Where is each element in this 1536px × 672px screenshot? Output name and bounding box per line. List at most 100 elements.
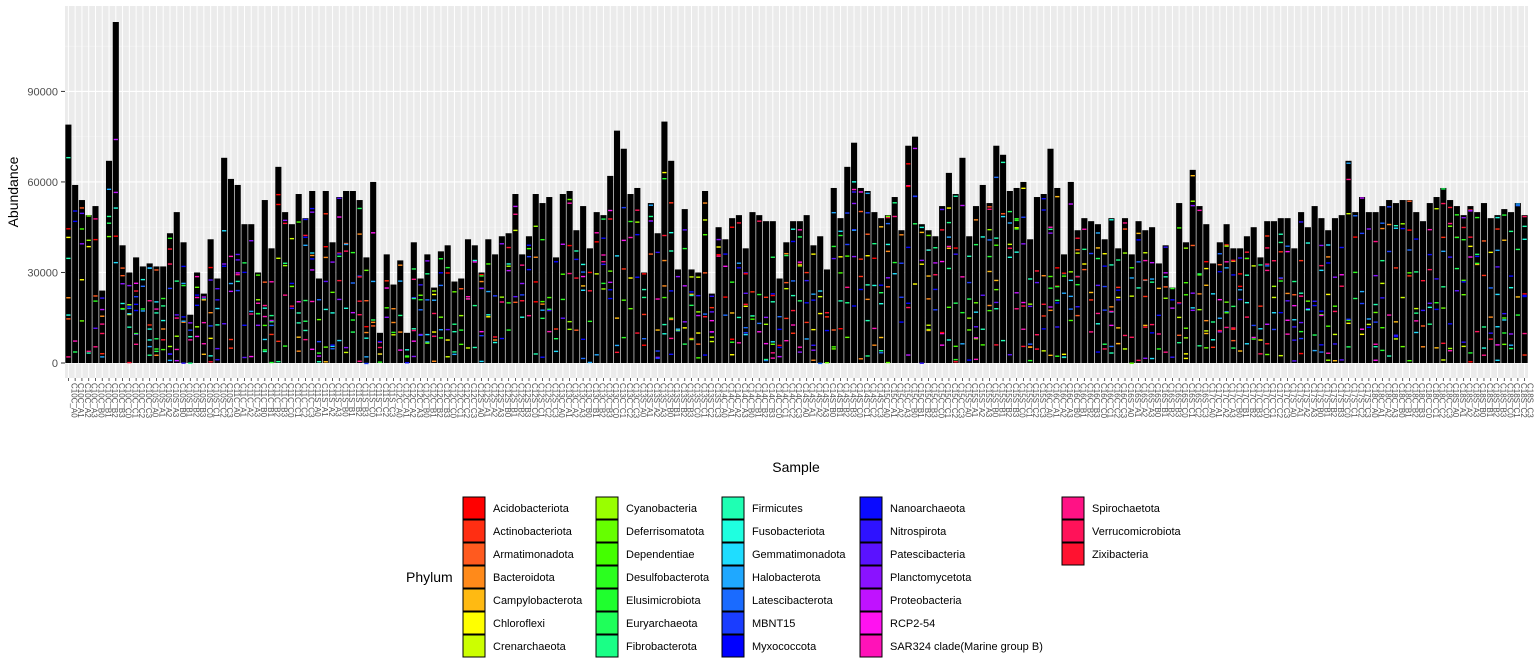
phylum-segment bbox=[445, 339, 450, 341]
legend-item: Halobacterota bbox=[721, 565, 821, 589]
phylum-segment bbox=[777, 344, 782, 347]
phylum-segment bbox=[804, 338, 809, 340]
x-tick-label: C12S_B1 bbox=[510, 383, 519, 418]
sample-bar bbox=[559, 194, 566, 363]
phylum-segment bbox=[445, 328, 450, 331]
phylum-segment bbox=[418, 309, 423, 311]
x-tick-label: C17S_B2 bbox=[1329, 383, 1338, 418]
phylum-segment bbox=[601, 282, 606, 285]
phylum-segment bbox=[1224, 261, 1229, 263]
phylum-segment bbox=[614, 351, 620, 354]
phylum-segment bbox=[1041, 328, 1046, 330]
phylum-segment bbox=[1116, 259, 1121, 261]
phylum-segment bbox=[1488, 251, 1493, 254]
bar-total bbox=[519, 254, 526, 363]
bar-total bbox=[1487, 218, 1494, 363]
phylum-segment bbox=[709, 319, 714, 322]
sample-bar bbox=[444, 245, 451, 363]
x-tick-label: C12C_A2 bbox=[408, 383, 417, 418]
bar-total bbox=[146, 263, 153, 363]
phylum-segment bbox=[994, 288, 999, 291]
phylum-segment bbox=[262, 315, 267, 318]
sample-bar bbox=[525, 236, 533, 363]
legend-label: Campylobacterota bbox=[493, 595, 583, 607]
phylum-segment bbox=[1143, 295, 1148, 298]
phylum-segment bbox=[1041, 275, 1046, 277]
phylum-segment bbox=[255, 302, 261, 304]
phylum-segment bbox=[222, 263, 227, 265]
phylum-segment bbox=[1414, 271, 1419, 273]
phylum-segment bbox=[1285, 245, 1290, 247]
legend-label: MBNT15 bbox=[752, 618, 795, 630]
phylum-segment bbox=[1217, 263, 1222, 266]
phylum-segment bbox=[1319, 313, 1324, 316]
phylum-segment bbox=[377, 341, 383, 344]
legend-item: Euryarchaeota bbox=[595, 611, 698, 635]
sample-bar bbox=[315, 278, 323, 363]
phylum-segment bbox=[1136, 232, 1141, 235]
bar-total bbox=[1419, 221, 1427, 363]
phylum-segment bbox=[696, 314, 701, 317]
bar-total bbox=[1210, 263, 1217, 363]
bar-total bbox=[1447, 200, 1454, 363]
bar-total bbox=[884, 215, 891, 363]
phylum-segment bbox=[526, 255, 532, 258]
bar-total bbox=[1406, 200, 1413, 363]
x-tick-label: C18C_B0 bbox=[1397, 383, 1406, 418]
phylum-segment bbox=[1285, 250, 1290, 253]
legend-item: Crenarchaeota bbox=[462, 634, 567, 658]
legend-swatch bbox=[721, 565, 745, 589]
x-tick-label: C16S_B3 bbox=[1173, 383, 1182, 418]
phylum-segment bbox=[865, 355, 870, 357]
sample-bar bbox=[837, 218, 844, 363]
legend-item: Actinobacteriota bbox=[462, 519, 573, 543]
phylum-segment bbox=[939, 260, 945, 263]
phylum-segment bbox=[282, 262, 288, 264]
bar-total bbox=[580, 206, 587, 363]
phylum-segment bbox=[662, 234, 667, 237]
phylum-segment bbox=[797, 229, 803, 231]
phylum-segment bbox=[790, 228, 796, 230]
x-tick-label: C15C_A3 bbox=[902, 383, 911, 418]
phylum-segment bbox=[1359, 302, 1365, 305]
phylum-segment bbox=[391, 334, 396, 336]
phylum-segment bbox=[323, 213, 328, 215]
x-tick-label: C13S_B1 bbox=[672, 383, 681, 418]
phylum-segment bbox=[113, 261, 118, 264]
bar-total bbox=[288, 224, 295, 363]
phylum-segment bbox=[1068, 308, 1073, 310]
sample-bar bbox=[918, 224, 925, 364]
x-tick-label: C11S_A0 bbox=[313, 383, 322, 417]
phylum-segment bbox=[147, 339, 152, 341]
phylum-segment bbox=[1075, 237, 1080, 239]
sample-bar bbox=[397, 260, 404, 363]
phylum-segment bbox=[885, 216, 891, 219]
phylum-segment bbox=[222, 323, 227, 325]
phylum-segment bbox=[1339, 246, 1344, 249]
phylum-segment bbox=[1231, 327, 1236, 329]
phylum-segment bbox=[1495, 216, 1500, 219]
phylum-segment bbox=[1109, 352, 1114, 354]
sample-bar bbox=[153, 266, 160, 363]
x-tick-label: C11C_B1 bbox=[266, 383, 275, 418]
sample-bar bbox=[288, 224, 295, 363]
phylum-segment bbox=[1238, 289, 1243, 291]
x-tick-label: C11S_B2 bbox=[354, 383, 363, 417]
phylum-segment bbox=[1427, 306, 1432, 309]
x-tick-label: C16C_B1 bbox=[1079, 383, 1088, 418]
x-tick-label: C11C_B3 bbox=[279, 383, 288, 418]
phylum-segment bbox=[655, 298, 660, 300]
legend-swatch bbox=[595, 611, 619, 635]
phylum-segment bbox=[770, 256, 775, 258]
bar-total bbox=[1386, 200, 1393, 363]
sample-bar bbox=[925, 230, 932, 363]
phylum-segment bbox=[1251, 338, 1256, 340]
x-tick-label: C12C_A1 bbox=[401, 383, 410, 418]
bar-total bbox=[275, 166, 282, 363]
phylum-segment bbox=[1502, 239, 1507, 241]
bar-total bbox=[1372, 212, 1379, 363]
phylum-segment bbox=[581, 338, 586, 341]
phylum-segment bbox=[1258, 305, 1263, 307]
x-tick-label: C14S_C1 bbox=[862, 383, 871, 418]
phylum-segment bbox=[994, 244, 999, 246]
